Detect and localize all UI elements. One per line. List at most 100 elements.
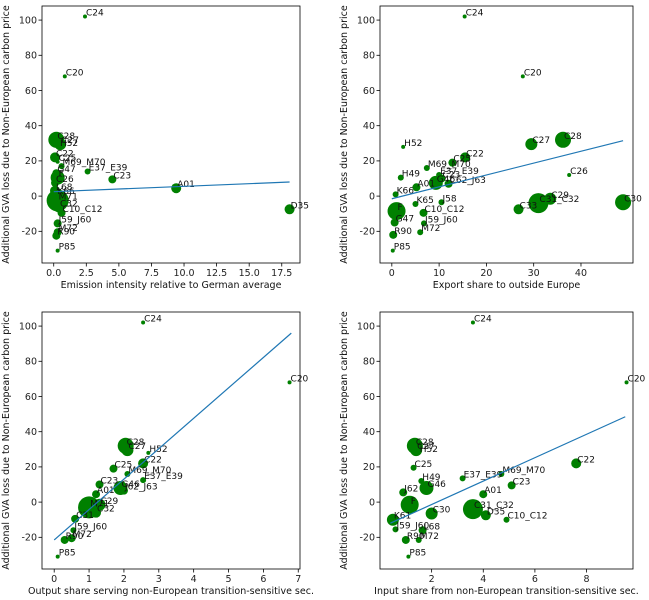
- point-label: R90: [394, 227, 412, 237]
- data-point: [479, 490, 488, 499]
- point-label: P85: [59, 549, 76, 559]
- point-label: P85: [409, 549, 426, 559]
- point-label: P85: [59, 243, 76, 253]
- point-label: M71: [90, 499, 109, 509]
- y-tick-label: 0: [31, 497, 37, 508]
- point-label: C25: [453, 155, 471, 165]
- y-tick-label: 40: [25, 427, 37, 438]
- point-label: C24: [474, 315, 492, 325]
- y-tick-label: 60: [363, 392, 375, 403]
- point-label: J58: [441, 194, 456, 204]
- y-tick-label: 100: [19, 321, 37, 332]
- y-tick-label: 80: [363, 51, 375, 62]
- point-label: A01: [97, 486, 115, 496]
- x-tick-label: 6: [260, 574, 266, 585]
- data-point: [390, 218, 399, 227]
- data-point: [141, 320, 146, 325]
- data-point: [55, 248, 60, 253]
- axes-frame: [379, 311, 634, 570]
- data-point: [392, 191, 399, 198]
- data-point: [386, 513, 399, 526]
- point-label: C22: [56, 149, 74, 159]
- data-point: [397, 174, 404, 181]
- data-point: [60, 535, 69, 544]
- data-point: [462, 14, 467, 19]
- data-point: [55, 554, 60, 559]
- scatter-panel-2: 0 10 20 30 40 -20 0 20 40 60 80 100 Export share to …: [339, 5, 642, 291]
- data-point: [399, 488, 408, 497]
- point-label: C29: [101, 497, 119, 507]
- point-label: C20: [66, 68, 84, 78]
- point-label: C31_C32: [539, 195, 579, 205]
- data-point: [121, 444, 134, 457]
- x-tick-label: 3: [156, 574, 162, 585]
- data-point: [480, 510, 491, 521]
- point-label: E37_E39: [89, 163, 128, 173]
- point-label: A01: [484, 486, 502, 496]
- data-point: [624, 380, 629, 385]
- point-label: C25: [415, 460, 433, 470]
- point-label: C20: [524, 68, 542, 78]
- data-point: [91, 507, 102, 518]
- point-label: M69_M70: [128, 466, 171, 476]
- y-tick-label: 80: [25, 51, 37, 62]
- point-label: M69_M70: [428, 160, 471, 170]
- x-tick-label: 2: [429, 574, 435, 585]
- data-point: [52, 231, 61, 240]
- point-label: E37_E39: [464, 470, 503, 480]
- data-point: [62, 74, 67, 79]
- point-label: K66: [397, 186, 415, 196]
- point-label: J59_J60: [424, 215, 458, 225]
- point-label: C22: [144, 455, 162, 465]
- point-label: C23: [113, 171, 131, 181]
- y-tick-label: 60: [25, 86, 37, 97]
- data-point: [146, 450, 151, 455]
- data-point: [460, 152, 471, 163]
- x-axis-label: Export share to outside Europe: [433, 280, 581, 291]
- x-tick-label: 7: [295, 574, 301, 585]
- data-point: [92, 490, 101, 499]
- data-point: [390, 248, 395, 253]
- point-label: C20: [291, 374, 309, 384]
- data-point: [418, 526, 427, 535]
- data-point: [520, 74, 525, 79]
- y-tick-label: 100: [357, 321, 375, 332]
- x-tick-label: 6: [532, 574, 538, 585]
- data-point: [567, 172, 572, 177]
- point-label: C23: [101, 477, 119, 487]
- y-tick-label: -20: [21, 533, 37, 544]
- point-label: M69_M70: [63, 158, 106, 168]
- point-label: A01: [417, 179, 435, 189]
- point-label: M72: [420, 532, 439, 542]
- data-point: [71, 514, 80, 523]
- data-point: [58, 163, 65, 170]
- point-label: C22: [577, 455, 595, 465]
- data-point: [571, 458, 582, 469]
- scatter-panel-3: 0 1 2 3 4 5 6 7 -20 0 20 40 60 80 100 Output share serv…: [1, 311, 314, 597]
- point-label: C27: [532, 136, 550, 146]
- point-label: H52: [149, 445, 167, 455]
- point-label: C27: [128, 442, 146, 452]
- point-label: C20: [628, 374, 646, 384]
- y-axis-label: Additional GVA loss due to Non-European …: [1, 5, 12, 264]
- point-label: M71: [59, 193, 78, 203]
- y-tick-label: -20: [359, 533, 375, 544]
- point-label: G46: [437, 175, 456, 185]
- x-tick-label: 2: [121, 574, 127, 585]
- data-point: [400, 495, 419, 514]
- x-tick-label: 5.0: [111, 268, 126, 279]
- data-point: [51, 178, 60, 187]
- y-tick-label: 40: [363, 121, 375, 132]
- fit-line: [53, 181, 290, 193]
- x-tick-label: 10.0: [173, 268, 194, 279]
- point-label: R90: [57, 228, 75, 238]
- point-label: C32: [97, 505, 115, 515]
- data-point: [555, 131, 572, 148]
- y-axis-label: Additional GVA loss due to Non-European …: [1, 311, 12, 570]
- point-label: R90: [407, 532, 425, 542]
- data-point: [448, 158, 457, 167]
- x-tick-label: 4: [480, 574, 486, 585]
- data-point: [287, 380, 292, 385]
- y-tick-label: 0: [369, 497, 375, 508]
- point-label: C62_J63: [450, 176, 486, 186]
